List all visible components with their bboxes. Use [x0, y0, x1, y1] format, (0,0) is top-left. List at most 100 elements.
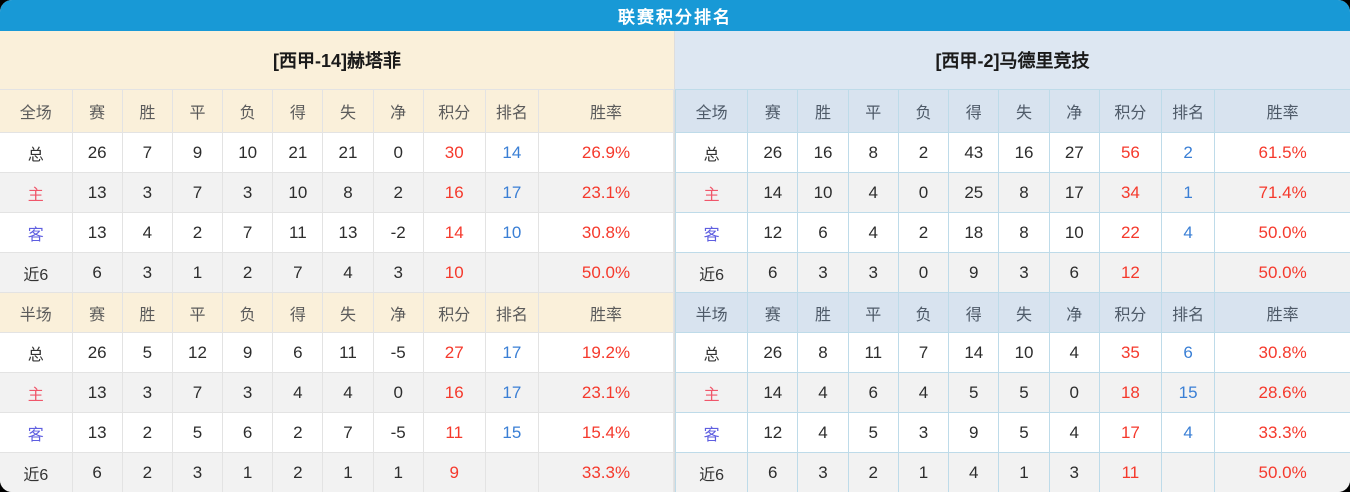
column-header: 积分: [1098, 292, 1162, 333]
rank-cell: 4: [1160, 412, 1216, 453]
stats-row: 近6 6 3 2 1 4 1 3 11 50.0%: [674, 452, 1350, 492]
points-cell: 12: [1098, 252, 1162, 293]
stat-cell: 2: [897, 132, 950, 173]
row-label: 近6: [674, 452, 749, 492]
points-cell: 10: [422, 252, 486, 293]
column-header: 平: [847, 292, 899, 333]
win-rate-cell: 26.9%: [537, 132, 675, 173]
stat-cell: 6: [272, 332, 324, 373]
points-cell: 16: [422, 172, 486, 213]
stat-cell: 6: [747, 252, 799, 293]
stat-cell: 2: [222, 252, 274, 293]
stat-cell: 6: [1048, 252, 1100, 293]
stats-row: 总 26 16 8 2 43 16 27 56 2 61.5%: [674, 132, 1350, 173]
rank-cell: 17: [484, 372, 539, 413]
column-header: 平: [171, 89, 224, 133]
stat-cell: 2: [121, 412, 173, 453]
stat-cell: 8: [322, 172, 374, 213]
stat-cell: 3: [847, 252, 899, 293]
section-label: 全场: [0, 89, 73, 133]
column-header: 得: [948, 89, 1000, 133]
stat-cell: 14: [747, 172, 799, 213]
stat-cell: 16: [797, 132, 849, 173]
stat-cell: 13: [322, 212, 374, 253]
stat-cell: 13: [71, 372, 123, 413]
page-title: 联赛积分排名: [0, 0, 1350, 31]
column-header: 胜: [121, 292, 173, 333]
stat-cell: 13: [71, 172, 123, 213]
stat-cell: 7: [171, 172, 224, 213]
row-label: 客: [674, 412, 749, 453]
stat-cell: 3: [121, 372, 173, 413]
stat-cell: 10: [998, 332, 1050, 373]
stat-cell: 6: [847, 372, 899, 413]
away-team-table: [西甲-2]马德里竞技 全场赛胜平负得失净积分 排名 胜率总 26 16 8 2 43 16 27…: [674, 31, 1350, 492]
points-cell: 27: [422, 332, 486, 373]
rank-cell: 6: [1160, 332, 1216, 373]
stat-cell: 9: [948, 252, 1000, 293]
column-header: 净: [372, 89, 424, 133]
win-rate-cell: 23.1%: [537, 372, 675, 413]
stat-cell: 4: [322, 372, 374, 413]
column-header: 负: [222, 89, 274, 133]
column-header: 赛: [71, 89, 123, 133]
stat-cell: 2: [121, 452, 173, 492]
section-label: 全场: [674, 89, 749, 133]
column-header: 胜率: [537, 292, 675, 333]
stat-cell: 3: [1048, 452, 1100, 492]
win-rate-cell: 50.0%: [1214, 452, 1350, 492]
stat-cell: 4: [897, 372, 950, 413]
stat-cell: 5: [998, 412, 1050, 453]
stat-cell: 11: [272, 212, 324, 253]
stat-cell: 3: [797, 252, 849, 293]
row-label: 近6: [0, 452, 73, 492]
column-header: 平: [171, 292, 224, 333]
column-header: 胜: [797, 292, 849, 333]
column-header: 胜: [797, 89, 849, 133]
stat-cell: 21: [272, 132, 324, 173]
column-header: 平: [847, 89, 899, 133]
stats-row: 客 13 4 2 7 11 13 -2 14 10 30.8%: [0, 212, 675, 253]
section-header-row: 全场赛胜平负得失净积分 排名 胜率: [674, 89, 1350, 133]
stat-cell: 8: [847, 132, 899, 173]
win-rate-cell: 33.3%: [537, 452, 675, 492]
stat-cell: 1: [897, 452, 950, 492]
stats-row: 近6 6 2 3 1 2 1 1 9 33.3%: [0, 452, 675, 492]
column-header: 得: [272, 89, 324, 133]
stat-cell: 26: [71, 132, 123, 173]
stat-cell: 6: [747, 452, 799, 492]
points-cell: 22: [1098, 212, 1162, 253]
stat-cell: 26: [747, 332, 799, 373]
column-header: 胜率: [1214, 89, 1350, 133]
row-label: 客: [674, 212, 749, 253]
win-rate-cell: 30.8%: [537, 212, 675, 253]
points-cell: 56: [1098, 132, 1162, 173]
stat-cell: 0: [1048, 372, 1100, 413]
stats-row: 总 26 7 9 10 21 21 0 30 14 26.9%: [0, 132, 675, 173]
stats-table: 全场赛胜平负得失净积分 排名 胜率总 26 7 9 10 21 21 0 30 14 26.9% 主 13 3…: [0, 89, 675, 492]
column-header: 负: [897, 89, 950, 133]
row-label: 主: [0, 372, 73, 413]
win-rate-cell: 19.2%: [537, 332, 675, 373]
stats-table: 全场赛胜平负得失净积分 排名 胜率总 26 16 8 2 43 16 27 56 2 61.5% 主 14 1…: [674, 89, 1350, 492]
section-label: 半场: [674, 292, 749, 333]
column-header: 赛: [747, 89, 799, 133]
stat-cell: 11: [847, 332, 899, 373]
stat-cell: 9: [171, 132, 224, 173]
stats-row: 主 13 3 7 3 4 4 0 16 17 23.1%: [0, 372, 675, 413]
column-header: 排名: [1160, 292, 1216, 333]
stat-cell: 21: [322, 132, 374, 173]
stat-cell: 4: [797, 412, 849, 453]
column-header: 胜率: [1214, 292, 1350, 333]
stat-cell: 9: [222, 332, 274, 373]
stat-cell: 13: [71, 212, 123, 253]
stat-cell: 6: [71, 252, 123, 293]
stat-cell: 7: [222, 212, 274, 253]
rank-cell: [484, 252, 539, 293]
stat-cell: 1: [222, 452, 274, 492]
column-header: 赛: [71, 292, 123, 333]
stat-cell: 7: [897, 332, 950, 373]
stats-row: 客 12 6 4 2 18 8 10 22 4 50.0%: [674, 212, 1350, 253]
row-label: 主: [0, 172, 73, 213]
stat-cell: 4: [797, 372, 849, 413]
